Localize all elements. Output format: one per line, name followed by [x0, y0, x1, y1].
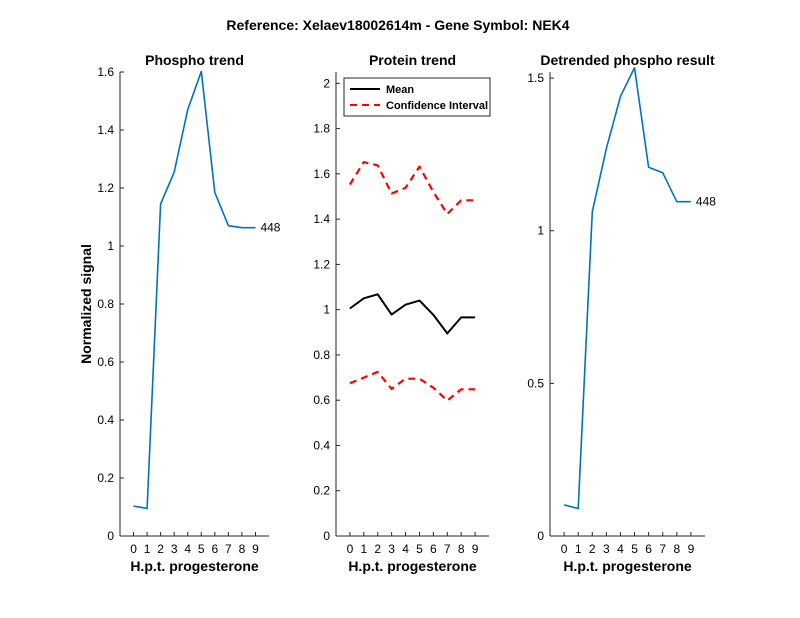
x-tick-label: 3 — [171, 542, 178, 556]
x-tick-label: 0 — [561, 542, 568, 556]
y-tick-label: 1 — [107, 239, 114, 253]
y-tick-label: 0.4 — [313, 438, 330, 452]
x-tick-label: 9 — [688, 542, 695, 556]
x-tick-label: 9 — [252, 542, 259, 556]
x-tick-label: 7 — [225, 542, 232, 556]
x-tick-label: 3 — [603, 542, 610, 556]
x-tick-label: 2 — [589, 542, 596, 556]
x-tick-label: 1 — [360, 542, 367, 556]
y-tick-label: 1.6 — [97, 65, 114, 79]
y-axis-label: Normalized signal — [78, 244, 94, 364]
x-tick-label: 5 — [631, 542, 638, 556]
series-line-1 — [133, 70, 256, 510]
x-tick-label: 1 — [575, 542, 582, 556]
y-tick-label: 0 — [107, 529, 114, 543]
y-tick-label: 0.8 — [97, 297, 114, 311]
x-tick-label: 8 — [673, 542, 680, 556]
series-line-1 — [349, 293, 476, 335]
figure-suptitle: Reference: Xelaev18002614m - Gene Symbol… — [226, 17, 569, 33]
y-tick-label: 1 — [323, 303, 330, 317]
y-tick-label: 0 — [323, 529, 330, 543]
data-annotation: 448 — [260, 221, 280, 235]
x-tick-label: 9 — [472, 542, 479, 556]
x-tick-label: 1 — [144, 542, 151, 556]
data-annotation: 448 — [696, 195, 716, 209]
y-tick-label: 1.2 — [313, 257, 330, 271]
y-tick-label: 0.8 — [313, 348, 330, 362]
y-tick-label: 1.6 — [313, 167, 330, 181]
x-tick-label: 6 — [211, 542, 218, 556]
x-axis-label: H.p.t. progesterone — [130, 558, 259, 574]
legend: Mean Confidence Interval — [343, 77, 491, 117]
y-tick-label: 2 — [323, 76, 330, 90]
y-tick-label: 0.6 — [313, 393, 330, 407]
x-tick-label: 3 — [388, 542, 395, 556]
legend-label: Confidence Interval — [386, 100, 488, 112]
x-tick-label: 7 — [659, 542, 666, 556]
y-tick-label: 0 — [537, 529, 544, 543]
x-axis-label: H.p.t. progesterone — [563, 558, 692, 574]
y-tick-label: 0.2 — [97, 471, 114, 485]
series-line-2 — [348, 161, 476, 215]
x-tick-label: 6 — [430, 542, 437, 556]
y-tick-label: 0.6 — [97, 355, 114, 369]
series-line-3 — [349, 370, 476, 402]
y-tick-label: 1 — [537, 224, 544, 238]
x-tick-label: 8 — [239, 542, 246, 556]
legend-box — [343, 77, 491, 117]
subplot-title: Phospho trend — [145, 52, 244, 68]
y-tick-label: 1.4 — [97, 123, 114, 137]
subplot-title: Detrended phospho result — [540, 52, 715, 68]
x-tick-label: 0 — [130, 542, 137, 556]
x-tick-label: 0 — [347, 542, 354, 556]
subplot-title: Protein trend — [369, 52, 456, 68]
x-tick-label: 8 — [458, 542, 465, 556]
x-tick-label: 2 — [157, 542, 164, 556]
y-tick-label: 0.2 — [313, 484, 330, 498]
y-tick-label: 0.5 — [527, 376, 544, 390]
x-tick-label: 6 — [645, 542, 652, 556]
x-tick-label: 4 — [617, 542, 624, 556]
legend-label: Mean — [386, 84, 414, 96]
y-tick-label: 1.2 — [97, 181, 114, 195]
x-tick-label: 5 — [416, 542, 423, 556]
series-line-1 — [563, 66, 691, 510]
x-tick-label: 4 — [402, 542, 409, 556]
subplot-2: Protein trend 0 0.2 0.4 0.6 0.8 1 1.2 1.4 1.6 1.8 2… — [313, 52, 491, 574]
y-tick-label: 1.8 — [313, 122, 330, 136]
x-tick-label: 5 — [198, 542, 205, 556]
y-tick-label: 0.4 — [97, 413, 114, 427]
x-tick-label: 2 — [374, 542, 381, 556]
x-tick-label: 7 — [444, 542, 451, 556]
x-tick-label: 4 — [184, 542, 191, 556]
x-axis-label: H.p.t. progesterone — [348, 558, 477, 574]
y-tick-label: 1.5 — [527, 71, 544, 85]
y-tick-label: 1.4 — [313, 212, 330, 226]
